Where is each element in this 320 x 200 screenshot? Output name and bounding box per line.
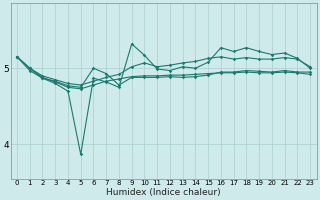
X-axis label: Humidex (Indice chaleur): Humidex (Indice chaleur) bbox=[106, 188, 221, 197]
